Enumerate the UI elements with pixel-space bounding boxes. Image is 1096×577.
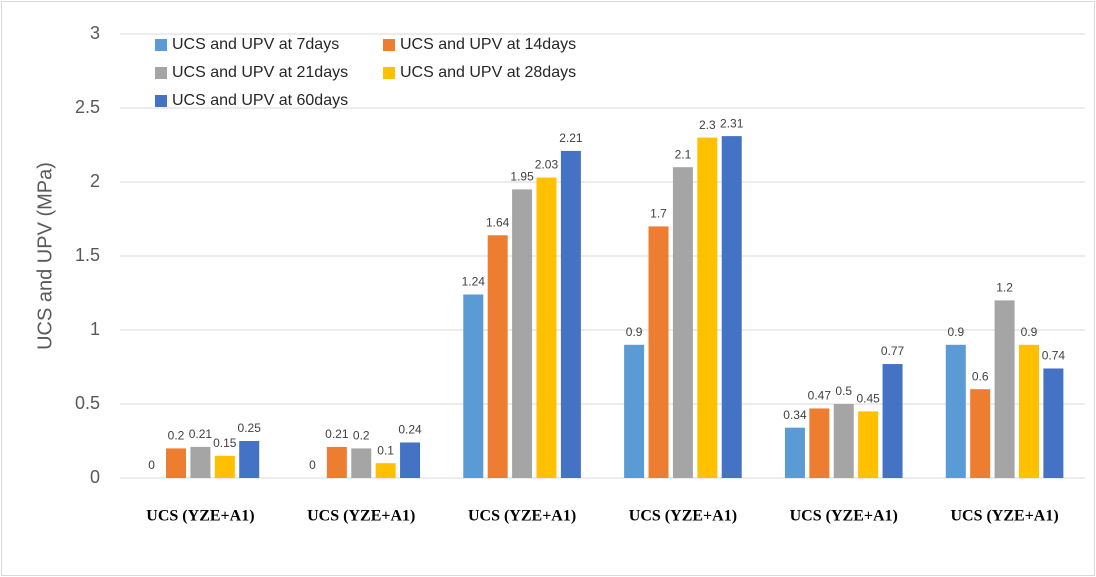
data-label: 0.6: [972, 369, 989, 383]
x-tick-label: UCS (YZE+A1): [950, 508, 1058, 525]
legend-label: UCS and UPV at 28days: [400, 64, 576, 81]
data-label: 0.5: [835, 384, 852, 398]
data-label: 2.3: [699, 118, 716, 132]
data-label: 0.9: [1021, 325, 1038, 339]
data-label: 0.2: [168, 429, 185, 443]
bar: [648, 226, 669, 478]
data-label: 0.74: [1042, 349, 1066, 363]
data-label: 0: [148, 458, 155, 472]
data-label: 2.31: [720, 116, 744, 130]
bar: [326, 446, 347, 478]
bar: [400, 442, 421, 478]
bar: [833, 404, 854, 478]
bar: [512, 189, 533, 478]
x-tick-label: UCS (YZE+A1): [790, 508, 898, 525]
legend-swatch: [383, 39, 395, 51]
data-label: 2.1: [675, 147, 692, 161]
x-tick-label: UCS (YZE+A1): [629, 508, 737, 525]
bar: [994, 300, 1015, 478]
bar: [351, 448, 372, 478]
bar: [239, 441, 260, 478]
y-axis-label: UCS and UPV (MPa): [34, 162, 56, 350]
y-tick-label: 0.5: [75, 393, 100, 413]
data-label: 0.9: [626, 325, 643, 339]
bar: [697, 137, 718, 478]
x-tick-label: UCS (YZE+A1): [468, 508, 576, 525]
legend-label: UCS and UPV at 7days: [172, 36, 339, 53]
y-tick-label: 2: [90, 171, 100, 191]
data-label: 1.2: [996, 281, 1013, 295]
bar: [487, 235, 508, 478]
y-tick-label: 2.5: [75, 97, 100, 117]
bar: [970, 389, 991, 478]
data-label: 0.9: [947, 325, 964, 339]
bar: [784, 427, 805, 478]
data-label: 0.21: [189, 427, 213, 441]
bar: [721, 136, 742, 478]
bar: [672, 167, 693, 478]
legend-label: UCS and UPV at 21days: [172, 64, 348, 81]
legend-swatch: [155, 67, 167, 79]
data-label: 0.2: [353, 429, 370, 443]
data-label: 1.95: [510, 170, 534, 184]
data-label: 0.45: [856, 392, 880, 406]
data-label: 0.34: [783, 408, 807, 422]
legend-label: UCS and UPV at 60days: [172, 92, 348, 109]
data-label: 0: [309, 458, 316, 472]
bar: [882, 364, 903, 478]
bar: [463, 294, 484, 478]
x-tick-label: UCS (YZE+A1): [307, 508, 415, 525]
bar: [945, 344, 966, 478]
legend-swatch: [155, 39, 167, 51]
legend-swatch: [383, 67, 395, 79]
y-tick-label: 1: [90, 319, 100, 339]
y-tick-label: 0: [90, 467, 100, 487]
bar: [1018, 344, 1039, 478]
data-label: 0.1: [377, 443, 394, 457]
y-tick-label: 3: [90, 23, 100, 43]
data-label: 1.64: [486, 215, 510, 229]
bar: [190, 446, 211, 478]
bar: [809, 408, 830, 478]
legend-label: UCS and UPV at 14days: [400, 36, 576, 53]
data-label: 0.21: [325, 427, 349, 441]
data-label: 0.25: [238, 421, 262, 435]
y-tick-label: 1.5: [75, 245, 100, 265]
data-label: 0.77: [881, 344, 905, 358]
data-label: 0.47: [808, 389, 832, 403]
data-label: 1.7: [650, 207, 667, 221]
data-label: 0.24: [398, 423, 422, 437]
bar: [560, 150, 581, 479]
bar: [536, 177, 557, 478]
bar: [1043, 368, 1064, 478]
data-label: 0.15: [213, 436, 237, 450]
bar: [858, 411, 879, 478]
x-tick-label: UCS (YZE+A1): [146, 508, 254, 525]
legend-swatch: [155, 95, 167, 107]
data-label: 2.03: [535, 158, 559, 172]
bar: [214, 455, 235, 478]
bar: [624, 344, 645, 478]
bar: [166, 448, 187, 478]
data-label: 1.24: [462, 275, 486, 289]
bar: [375, 463, 396, 478]
data-label: 2.21: [559, 131, 583, 145]
